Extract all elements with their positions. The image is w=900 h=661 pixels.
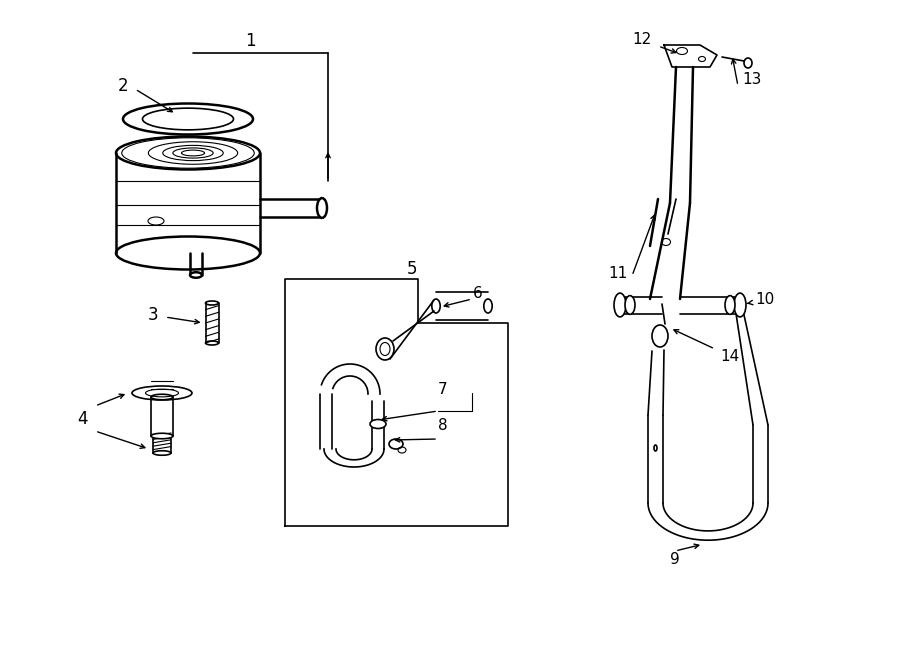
Text: 13: 13 (742, 71, 761, 87)
Ellipse shape (652, 325, 668, 347)
Text: 5: 5 (407, 260, 418, 278)
Text: 8: 8 (438, 418, 447, 434)
Text: 1: 1 (245, 32, 256, 50)
Text: 9: 9 (670, 551, 680, 566)
Text: 4: 4 (77, 410, 88, 428)
Text: 7: 7 (438, 381, 447, 397)
Text: 14: 14 (720, 348, 739, 364)
Text: 10: 10 (755, 292, 774, 307)
Ellipse shape (190, 272, 202, 278)
Ellipse shape (614, 293, 626, 317)
Ellipse shape (625, 295, 635, 315)
Ellipse shape (370, 420, 386, 428)
Text: 12: 12 (633, 32, 652, 46)
Ellipse shape (317, 198, 327, 218)
Ellipse shape (153, 451, 171, 455)
Text: 11: 11 (608, 266, 628, 280)
Ellipse shape (734, 293, 746, 317)
Ellipse shape (132, 386, 192, 400)
Ellipse shape (725, 295, 735, 315)
Text: 3: 3 (148, 306, 158, 324)
Ellipse shape (151, 433, 173, 439)
Text: 6: 6 (473, 286, 483, 301)
Text: 2: 2 (117, 77, 128, 95)
Ellipse shape (432, 299, 440, 313)
Ellipse shape (484, 299, 492, 313)
Ellipse shape (654, 445, 657, 451)
